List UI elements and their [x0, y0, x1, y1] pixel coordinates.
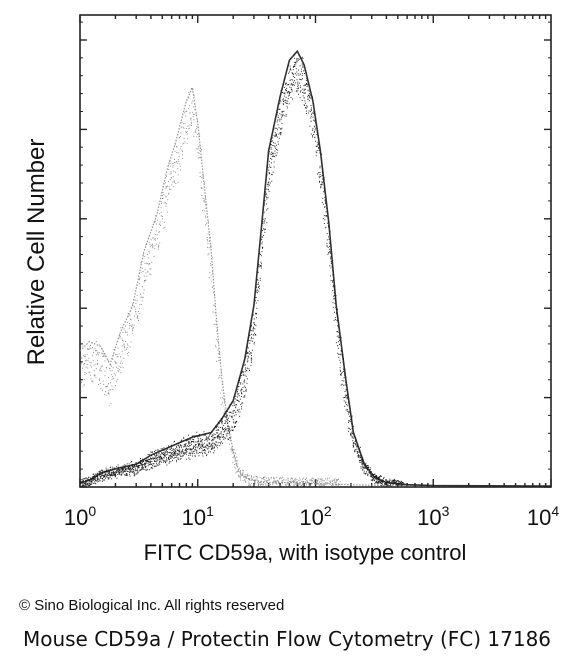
x-tick-label: 101: [182, 503, 214, 530]
plot-border: [79, 14, 552, 488]
x-tick-labels: 100 101 102 103 104: [64, 503, 559, 530]
series-outline: [79, 85, 551, 487]
x-axis-label: FITC CD59a, with isotype control: [144, 540, 467, 565]
x-tick-label: 104: [527, 503, 559, 530]
plot-frame: [79, 14, 552, 488]
axis-ticks: [79, 15, 552, 488]
series-stipple: [80, 88, 341, 487]
series-layer: [79, 49, 552, 487]
series-isotype: [79, 85, 551, 487]
x-tick-label: 103: [417, 503, 449, 530]
x-tick-label: 102: [299, 503, 331, 530]
series-stipple: [80, 54, 405, 487]
x-tick-label: 100: [64, 503, 96, 530]
figure-caption: Mouse CD59a / Protectin Flow Cytometry (…: [22, 627, 552, 651]
copyright-notice: © Sino Biological Inc. All rights reserv…: [19, 597, 285, 614]
y-axis-label: Relative Cell Number: [23, 139, 50, 366]
flow-cytometry-histogram: 100 101 102 103 104 FITC CD59a, with isotype…: [23, 14, 559, 565]
series-sample: [79, 49, 552, 487]
